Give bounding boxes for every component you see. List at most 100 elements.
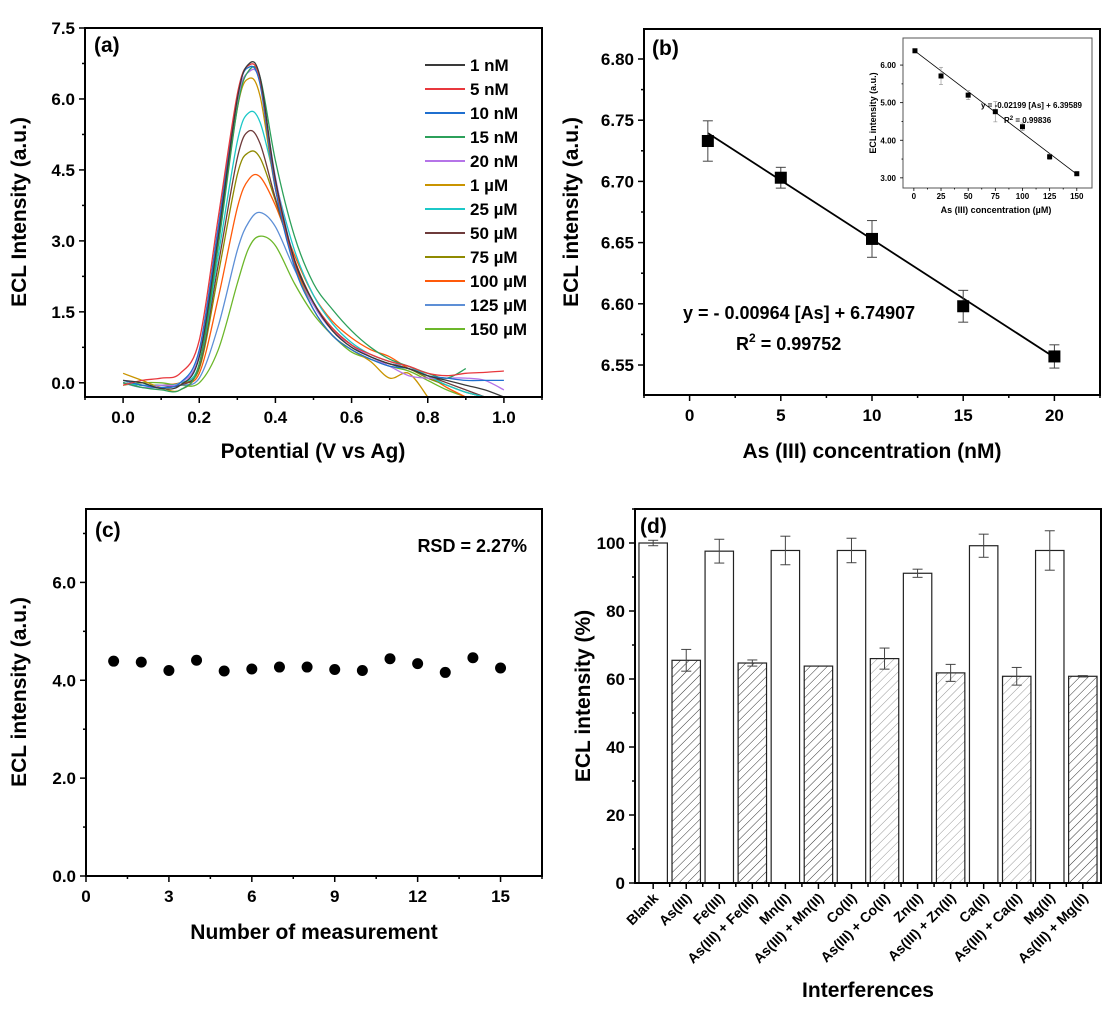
legend-label: 75 µM	[470, 248, 518, 267]
legend-label: 100 µM	[470, 272, 527, 291]
panel-a-xlabel: Potential (V vs Ag)	[221, 440, 406, 463]
panel-a: 0.0 0.2 0.4 0.6 0.8 1.0 0.0 1.5 3.0 4.5 6.0 7.5 (a)…	[8, 19, 543, 463]
panel-b-xtick-label: 15	[954, 406, 973, 425]
inset-data-point	[1019, 124, 1025, 130]
series-line-5-nM	[122, 63, 504, 386]
series-line-20-nM	[122, 68, 505, 391]
series-line-1-uM	[122, 77, 429, 397]
panel-a-xtick-label: 0.4	[264, 408, 288, 427]
bar	[638, 542, 668, 884]
panel-b-ytick-label: 6.75	[601, 111, 634, 130]
panel-c-xtick-label: 0	[81, 887, 90, 906]
data-point	[218, 665, 230, 677]
legend-label: 1 nM	[470, 56, 509, 75]
data-point	[163, 664, 175, 676]
panel-c-ylabel: ECL intensity (a.u.)	[8, 597, 31, 787]
bar	[704, 550, 735, 884]
panel-c-ytick-label: 4.0	[52, 671, 76, 690]
panel-c-xtick-label: 6	[247, 887, 256, 906]
inset-points	[912, 48, 1080, 177]
panel-b-r2: R2 = 0.99752	[736, 331, 841, 354]
legend-label: 10 nM	[470, 104, 518, 123]
panel-b-points	[701, 120, 1061, 369]
data-point	[301, 661, 313, 673]
r2-value: = 0.99752	[756, 334, 842, 354]
panel-a-ytick-label: 1.5	[51, 303, 75, 322]
inset-xlabel: As (III) concentration (µM)	[941, 205, 1052, 215]
panel-c-ticks: 0 3 6 9 12 15 0.0 2.0 4.0 6.0	[52, 532, 543, 906]
panel-c: 0 3 6 9 12 15 0.0 2.0 4.0 6.0 (c) RSD = 2.27% Num…	[8, 508, 543, 944]
panel-c-xtick-label: 15	[491, 887, 510, 906]
panel-a-ytick-label: 4.5	[51, 161, 75, 180]
inset-equation: y = -0.02199 [As] + 6.39589	[981, 101, 1083, 110]
panel-a-ylabel: ECL Intensity (a.u.)	[8, 117, 31, 307]
bar	[1068, 675, 1098, 884]
inset-data-point	[1047, 154, 1053, 160]
inset-xtick-label: 0	[912, 192, 917, 201]
panel-a-ytick-label: 6.0	[51, 90, 75, 109]
panel-a-xtick-label: 0.6	[340, 408, 364, 427]
panel-d-ytick-label: 0	[616, 874, 625, 893]
data-point	[135, 656, 147, 668]
panel-b-ytick-label: 6.65	[601, 234, 634, 253]
panel-d-ytick-label: 80	[606, 602, 625, 621]
legend-label: 5 nM	[470, 80, 509, 99]
panel-b-ytick-label: 6.60	[601, 295, 634, 314]
inset-superscript-2: 2	[1010, 116, 1014, 122]
panel-a-label: (a)	[94, 34, 120, 57]
inset-xtick-label: 25	[937, 192, 946, 201]
panel-d-ytick-label: 100	[597, 534, 625, 553]
panel-a-ytick-label: 0.0	[51, 374, 75, 393]
panel-d-ytick-label: 60	[606, 670, 625, 689]
data-point	[246, 663, 258, 675]
bar	[671, 659, 702, 884]
legend-label: 1 µM	[470, 176, 508, 195]
data-point	[439, 666, 451, 678]
inset-data-point	[992, 109, 998, 115]
inset-ytick-label: 3.00	[880, 174, 896, 183]
superscript-2: 2	[749, 331, 756, 345]
data-point	[495, 662, 507, 674]
panel-c-frame	[85, 508, 543, 877]
panel-b-xtick-label: 10	[863, 406, 882, 425]
inset-ytick-label: 5.00	[880, 99, 896, 108]
inset-ylabel: ECL intensity (a.u.)	[868, 72, 878, 153]
category-label: As(III)	[656, 890, 695, 929]
bar	[737, 662, 768, 884]
inset-ticks: 0 25 50 75 100 125 150 3.00 4.00 5.00 6.00	[880, 61, 1084, 201]
inset-xtick-label: 100	[1016, 192, 1030, 201]
legend-label: 50 µM	[470, 224, 518, 243]
inset-r-symbol: R	[1004, 116, 1010, 125]
panel-b-xlabel: As (III) concentration (nM)	[743, 440, 1002, 463]
data-point	[866, 232, 878, 245]
panel-b-xtick-label: 5	[776, 406, 785, 425]
data-point	[356, 664, 368, 676]
panel-d-ytick-label: 40	[606, 738, 625, 757]
series-line-1-nM	[123, 61, 505, 397]
inset-data-point	[912, 48, 918, 54]
panel-c-xtick-label: 12	[408, 887, 427, 906]
data-point	[774, 171, 787, 184]
panel-b-xtick-label: 20	[1045, 406, 1064, 425]
bar	[836, 549, 867, 884]
legend-label: 150 µM	[470, 320, 527, 339]
panel-d-ytick-label: 20	[606, 806, 625, 825]
panel-b-label: (b)	[652, 37, 679, 60]
panel-c-ytick-label: 2.0	[52, 769, 76, 788]
inset-xtick-label: 75	[991, 192, 1000, 201]
data-point	[108, 655, 120, 667]
panel-d-bars	[638, 530, 1098, 884]
panel-c-ytick-label: 0.0	[52, 867, 76, 886]
legend-label: 125 µM	[470, 296, 527, 315]
series-line-15-nM	[122, 65, 467, 393]
panel-a-curves	[122, 61, 505, 397]
panel-c-xlabel: Number of measurement	[190, 921, 437, 944]
data-point	[384, 653, 396, 665]
panel-a-ticks: 0.0 0.2 0.4 0.6 0.8 1.0 0.0 1.5 3.0 4.5 6.0 7.5	[51, 19, 543, 427]
panel-c-rsd: RSD = 2.27%	[417, 536, 527, 556]
panel-a-legend: 1 nM 5 nM 10 nM 15 nM 20 nM 1 µM 25 µM 50 µM 75 …	[425, 56, 527, 339]
inset-ytick-label: 6.00	[880, 61, 896, 70]
bar	[803, 665, 834, 884]
panel-a-xtick-label: 0.0	[111, 408, 135, 427]
